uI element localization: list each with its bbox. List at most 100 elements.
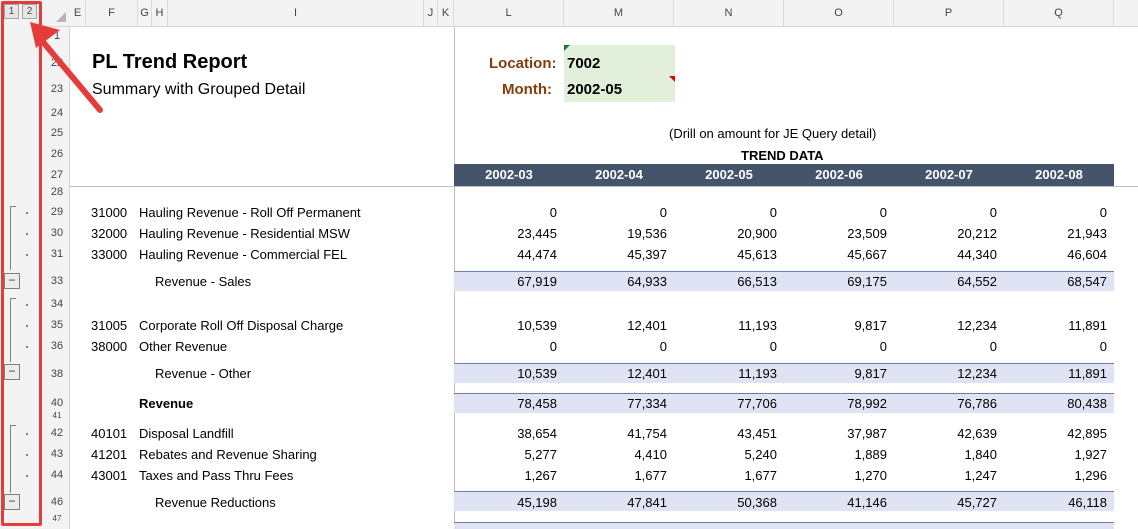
amount-cell[interactable]: 1,270 [854,468,887,483]
column-header[interactable]: J [424,0,438,27]
amount-cell[interactable]: 1,927 [1074,447,1107,462]
column-header[interactable]: I [168,0,424,27]
amount-cell[interactable]: 5,277 [524,447,557,462]
amount-cell[interactable]: 46,118 [1068,495,1107,510]
row-number[interactable]: 43 [50,448,64,460]
amount-cell[interactable]: 64,933 [627,274,667,289]
row-number[interactable]: 38 [50,368,64,380]
column-header[interactable]: G [138,0,152,27]
amount-cell[interactable]: 1,840 [964,447,997,462]
amount-cell[interactable]: 78,458 [517,396,557,411]
amount-cell[interactable]: 4,410 [634,447,667,462]
amount-cell[interactable]: 12,234 [957,318,997,333]
amount-cell[interactable]: 1,247 [964,468,997,483]
amount-cell[interactable]: 76,786 [957,396,997,411]
amount-cell[interactable]: 77,334 [627,396,667,411]
row-number[interactable]: 46 [50,496,64,508]
amount-cell[interactable]: 23,445 [517,226,557,241]
collapse-group-other-button[interactable]: − [4,364,20,380]
amount-cell[interactable]: 0 [879,205,887,220]
row-number[interactable]: 1 [53,30,61,42]
amount-cell[interactable]: 45,397 [627,247,667,262]
row-number[interactable]: 23 [50,83,64,95]
amount-cell[interactable]: 44,474 [517,247,557,262]
amount-cell[interactable]: 0 [549,205,557,220]
amount-cell[interactable]: 1,677 [744,468,777,483]
amount-cell[interactable]: 12,234 [957,366,997,381]
amount-cell[interactable]: 20,900 [737,226,777,241]
row-number[interactable]: 30 [50,227,64,239]
amount-cell[interactable]: 77,706 [737,396,777,411]
amount-cell[interactable]: 9,817 [854,318,887,333]
outline-level-1-button[interactable]: 1 [4,4,19,19]
amount-cell[interactable]: 0 [769,339,777,354]
row-number[interactable]: 31 [50,248,64,260]
amount-cell[interactable]: 67,919 [517,274,557,289]
row-number[interactable]: 29 [50,206,64,218]
amount-cell[interactable]: 68,547 [1067,274,1107,289]
select-all-corner[interactable] [56,12,66,22]
month-input[interactable]: 2002-05 [567,81,623,98]
amount-cell[interactable]: 38,654 [517,426,557,441]
amount-cell[interactable]: 45,198 [517,495,557,510]
amount-cell[interactable]: 0 [879,339,887,354]
amount-cell[interactable]: 45,727 [957,495,997,510]
amount-cell[interactable]: 11,193 [738,366,777,381]
row-number[interactable]: 44 [50,469,64,481]
amount-cell[interactable]: 43,451 [737,426,777,441]
row-number[interactable]: 47 [52,514,62,523]
amount-cell[interactable]: 19,536 [627,226,667,241]
amount-cell[interactable]: 20,212 [957,226,997,241]
column-header[interactable]: Q [1004,0,1114,27]
amount-cell[interactable]: 1,296 [1074,468,1107,483]
amount-cell[interactable]: 64,552 [957,274,997,289]
amount-cell[interactable]: 12,401 [627,318,667,333]
row-number[interactable]: 42 [50,427,64,439]
row-number[interactable]: 24 [50,107,64,119]
amount-cell[interactable]: 0 [1099,205,1107,220]
row-number[interactable]: 40 [50,397,64,409]
amount-cell[interactable]: 45,667 [847,247,887,262]
amount-cell[interactable]: 10,539 [517,318,557,333]
column-header[interactable]: K [438,0,454,27]
amount-cell[interactable]: 0 [989,339,997,354]
amount-cell[interactable]: 44,340 [957,247,997,262]
outline-level-2-button[interactable]: 2 [22,4,37,19]
amount-cell[interactable]: 10,539 [517,366,557,381]
amount-cell[interactable]: 41,146 [847,495,887,510]
amount-cell[interactable]: 47,841 [627,495,667,510]
column-header[interactable]: H [152,0,168,27]
amount-cell[interactable]: 0 [659,339,667,354]
column-header[interactable]: F [86,0,138,27]
amount-cell[interactable]: 21,943 [1067,226,1107,241]
row-number[interactable]: 41 [52,411,62,420]
amount-cell[interactable]: 42,895 [1067,426,1107,441]
amount-cell[interactable]: 1,267 [524,468,557,483]
amount-cell[interactable]: 46,604 [1067,247,1107,262]
row-number[interactable]: 36 [50,340,64,352]
column-header[interactable]: E [70,0,86,27]
row-number[interactable]: 25 [50,127,64,139]
amount-cell[interactable]: 5,240 [744,447,777,462]
collapse-group-sales-button[interactable]: − [4,273,20,289]
amount-cell[interactable]: 0 [989,205,997,220]
column-header[interactable]: O [784,0,894,27]
amount-cell[interactable]: 50,368 [737,495,777,510]
row-number[interactable]: 26 [50,148,64,160]
location-input[interactable]: 7002 [567,55,601,72]
amount-cell[interactable]: 0 [659,205,667,220]
amount-cell[interactable]: 11,193 [738,318,777,333]
amount-cell[interactable]: 11,891 [1068,366,1107,381]
amount-cell[interactable]: 45,613 [737,247,777,262]
amount-cell[interactable]: 23,509 [847,226,887,241]
amount-cell[interactable]: 80,438 [1067,396,1107,411]
column-header[interactable]: P [894,0,1004,27]
amount-cell[interactable]: 78,992 [847,396,887,411]
column-header[interactable]: N [674,0,784,27]
amount-cell[interactable]: 0 [769,205,777,220]
amount-cell[interactable]: 42,639 [957,426,997,441]
collapse-group-reductions-button[interactable]: − [4,494,20,510]
amount-cell[interactable]: 0 [549,339,557,354]
amount-cell[interactable]: 1,889 [854,447,887,462]
amount-cell[interactable]: 12,401 [627,366,667,381]
